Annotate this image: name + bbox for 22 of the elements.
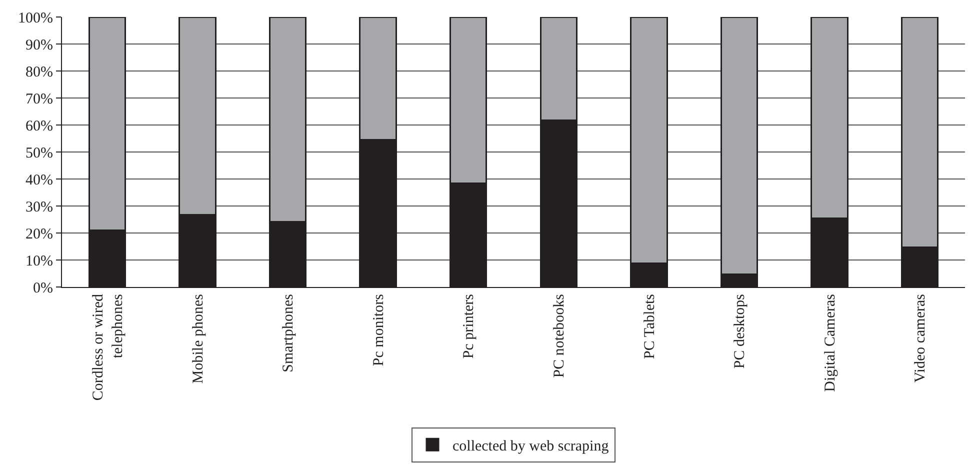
y-tick-label: 10% [26, 253, 53, 270]
x-tick-label: Cordless or wired telephones [90, 294, 126, 401]
y-tick-label: 90% [26, 37, 53, 54]
x-tick-label: Pc monitors [370, 294, 387, 366]
y-tick-label: 50% [26, 145, 53, 162]
y-tick-label: 30% [26, 199, 53, 216]
x-tick-label: Smartphones [280, 294, 297, 372]
y-tick-label: 0% [33, 280, 53, 296]
y-tick-label: 80% [26, 64, 53, 80]
x-tick-label: PC desktops [732, 294, 748, 369]
x-tick-label: Mobile phones [190, 294, 206, 384]
x-tick-label: Video cameras [912, 294, 929, 383]
x-tick-label: Pc printers [461, 294, 478, 359]
x-tick-label: PC notebooks [552, 294, 568, 378]
x-tick-label: Digital Cameras [822, 294, 838, 392]
y-tick-label: 40% [26, 172, 53, 188]
y-tick-label: 100% [18, 10, 53, 26]
y-tick-label: 60% [26, 118, 53, 134]
y-tick-label: 70% [26, 91, 53, 108]
y-tick-label: 20% [26, 226, 53, 242]
legend-label: collected by web scraping [452, 438, 610, 454]
x-tick-label: PC Tablets [642, 294, 658, 359]
